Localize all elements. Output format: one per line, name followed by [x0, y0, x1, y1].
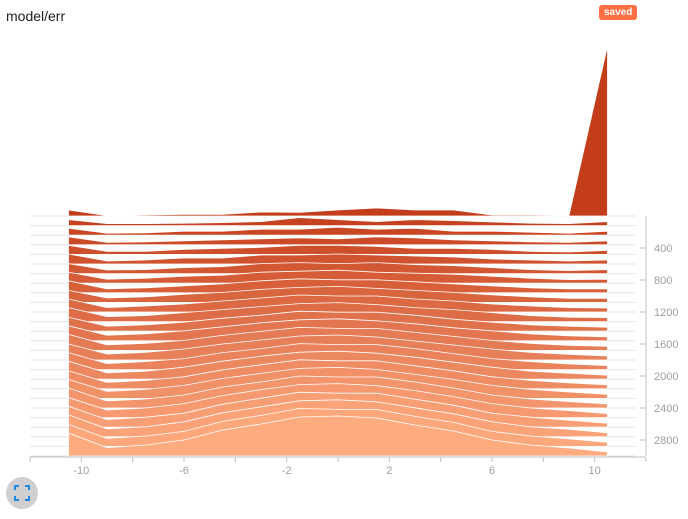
ridge-step-240	[68, 226, 608, 236]
chart-title: model/err	[6, 8, 66, 24]
x-axis: -10 -6 -2 2 6 10	[29, 456, 647, 477]
ridge-step-1080	[68, 285, 608, 303]
ridge-step-960	[68, 278, 608, 294]
ridge-step-360	[68, 236, 608, 246]
step-axis: 400 800 1200 1600 2000 2400 2800	[640, 216, 678, 456]
step-tick-label: 1600	[654, 339, 678, 351]
ridge-step-480	[68, 244, 608, 255]
x-tick-label: -10	[73, 465, 89, 477]
step-tick-label: 2400	[654, 403, 678, 415]
step-tick-label: 2000	[654, 371, 678, 383]
ridge-step-720	[68, 262, 608, 274]
x-tick-label: -6	[179, 465, 189, 477]
ridge-step-0	[68, 45, 608, 217]
x-tick-label: 10	[589, 465, 601, 477]
x-tick-label: 6	[489, 465, 495, 477]
step-tick-label: 2800	[654, 435, 678, 447]
fullscreen-button[interactable]	[6, 477, 38, 509]
ridge-layers	[30, 45, 636, 457]
fullscreen-icon	[14, 485, 30, 501]
step-tick-label: 1200	[654, 307, 678, 319]
ridge-step-600	[68, 253, 608, 265]
step-tick-label: 800	[654, 275, 672, 287]
ridge-step-120	[68, 217, 608, 226]
x-tick-label: -2	[282, 465, 292, 477]
ridge-step-3000	[68, 415, 608, 457]
x-tick-label: 2	[386, 465, 392, 477]
step-tick-label: 400	[654, 243, 672, 255]
saved-badge: saved	[599, 5, 638, 20]
ridge-step-840	[68, 269, 608, 284]
